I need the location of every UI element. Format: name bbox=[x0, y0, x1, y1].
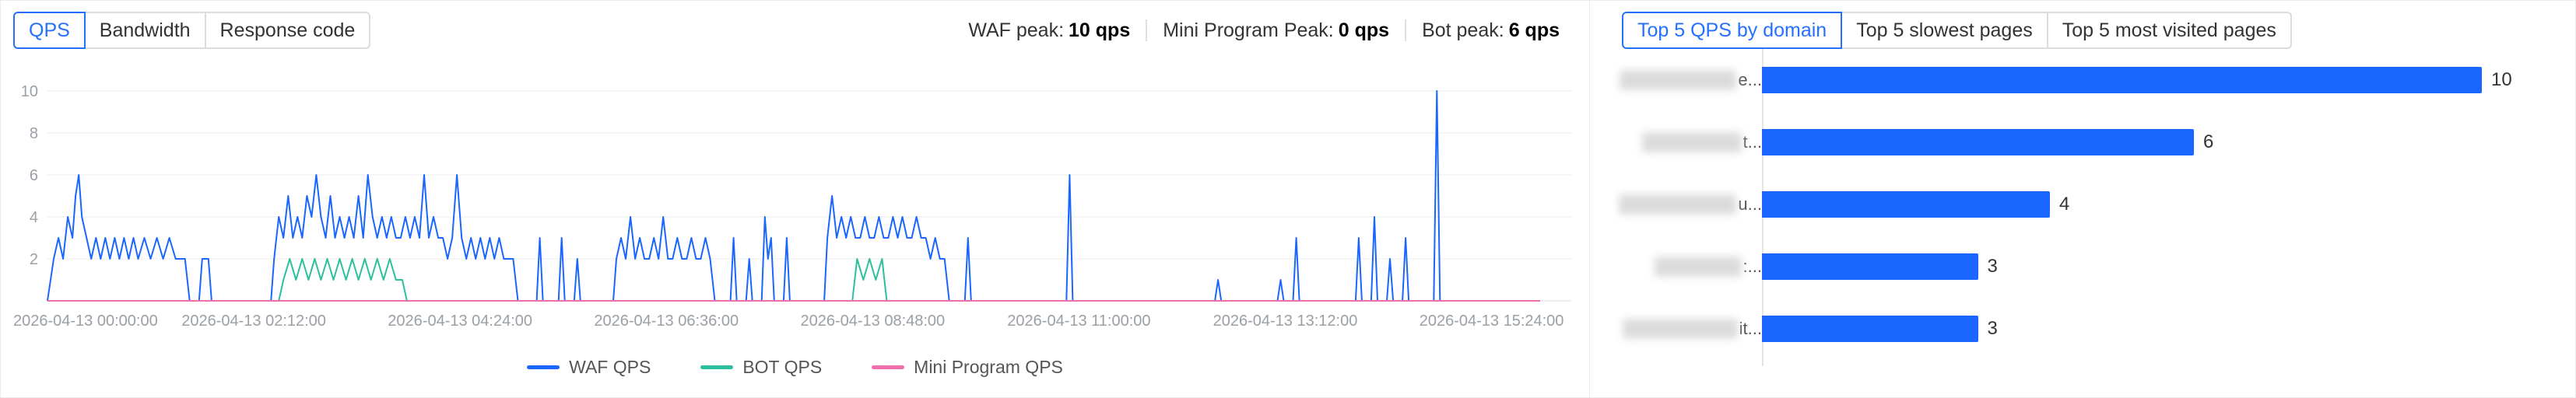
y-tick-label: 8 bbox=[30, 125, 38, 142]
peak-stats: WAF peak: 10 qps Mini Program Peak: 0 qp… bbox=[968, 19, 1560, 42]
domain-label: it... bbox=[1619, 319, 1762, 339]
bar-row: it... 3 bbox=[1619, 298, 2553, 360]
bar-row: u... 4 bbox=[1619, 173, 2553, 236]
tab-bandwidth[interactable]: Bandwidth bbox=[83, 12, 206, 49]
legend-item-bot-qps[interactable]: BOT QPS bbox=[700, 357, 822, 378]
x-tick-label: 2026-04-13 06:36:00 bbox=[594, 312, 739, 330]
domain-label-suffix: it... bbox=[1739, 319, 1762, 338]
legend-label-waf: WAF QPS bbox=[569, 357, 651, 377]
qps-line-chart[interactable]: 2 4 6 8 10 2026-04-13 00:00:00 2026-04-13 02:1… bbox=[12, 75, 1579, 355]
legend-label-mini-program: Mini Program QPS bbox=[914, 357, 1063, 377]
domain-label-suffix: :... bbox=[1742, 257, 1762, 276]
domain-label-suffix: e... bbox=[1738, 70, 1762, 89]
bar-value-label: 3 bbox=[1987, 256, 1998, 277]
legend-label-bot: BOT QPS bbox=[742, 357, 823, 377]
tab-top5-most-visited-pages[interactable]: Top 5 most visited pages bbox=[2046, 12, 2292, 49]
x-tick-label: 2026-04-13 00:00:00 bbox=[13, 312, 158, 330]
domain-label: t... bbox=[1619, 132, 1762, 152]
bot-peak-label: Bot peak: bbox=[1422, 19, 1504, 41]
top5-panel: Top 5 QPS by domain Top 5 slowest pages … bbox=[1591, 1, 2575, 397]
bot-peak-value: 6 qps bbox=[1508, 19, 1560, 41]
bar-value-label: 4 bbox=[2059, 194, 2070, 215]
series-line-waf-qps[interactable] bbox=[47, 90, 1540, 302]
y-tick-label: 6 bbox=[30, 167, 38, 184]
qps-bar[interactable] bbox=[1762, 191, 2050, 218]
redacted-domain-mask bbox=[1641, 132, 1742, 152]
domain-label-suffix: u... bbox=[1738, 194, 1762, 214]
redacted-domain-mask bbox=[1620, 70, 1737, 90]
x-tick-label: 2026-04-13 02:12:00 bbox=[181, 312, 326, 330]
bar-area: 10 bbox=[1762, 67, 2553, 93]
qps-bar[interactable] bbox=[1762, 253, 1978, 280]
y-tick-label: 10 bbox=[21, 83, 38, 100]
qps-bar[interactable] bbox=[1762, 129, 2194, 155]
redacted-domain-mask bbox=[1619, 194, 1737, 215]
domain-label-suffix: t... bbox=[1742, 132, 1762, 152]
bar-row: e... 10 bbox=[1619, 49, 2553, 111]
qps-bar[interactable] bbox=[1762, 67, 2482, 93]
top5-header-row: Top 5 QPS by domain Top 5 slowest pages … bbox=[1622, 12, 2292, 49]
tab-qps[interactable]: QPS bbox=[13, 12, 86, 49]
domain-bar-chart: e... 10 t... 6 u... 4:... 3 it... 3 bbox=[1619, 49, 2553, 360]
legend-item-mini-program-qps[interactable]: Mini Program QPS bbox=[872, 357, 1063, 378]
bar-value-label: 3 bbox=[1987, 318, 1998, 339]
redacted-domain-mask bbox=[1622, 319, 1738, 339]
chart-legend: WAF QPS BOT QPS Mini Program QPS bbox=[1, 357, 1589, 378]
x-tick-label: 2026-04-13 08:48:00 bbox=[800, 312, 945, 330]
domain-label: :... bbox=[1619, 257, 1762, 277]
bar-area: 3 bbox=[1762, 253, 2553, 280]
mini-program-peak-label: Mini Program Peak: bbox=[1163, 19, 1334, 41]
x-tick-label: 2026-04-13 04:24:00 bbox=[388, 312, 532, 330]
qps-header-row: QPS Bandwidth Response code WAF peak: 10… bbox=[13, 12, 1560, 49]
legend-item-waf-qps[interactable]: WAF QPS bbox=[527, 357, 651, 378]
bar-value-label: 10 bbox=[2491, 69, 2512, 90]
waf-peak-value: 10 qps bbox=[1069, 19, 1131, 41]
x-tick-label: 2026-04-13 11:00:00 bbox=[1007, 312, 1150, 330]
qps-bar[interactable] bbox=[1762, 316, 1978, 342]
tab-response-code[interactable]: Response code bbox=[204, 12, 371, 49]
bar-area: 6 bbox=[1762, 129, 2553, 155]
y-tick-label: 4 bbox=[30, 209, 38, 226]
qps-panel: QPS Bandwidth Response code WAF peak: 10… bbox=[1, 1, 1590, 397]
legend-swatch-waf bbox=[527, 365, 560, 369]
legend-swatch-mini-program bbox=[872, 365, 905, 369]
legend-swatch-bot bbox=[700, 365, 734, 369]
waf-peak-label: WAF peak: bbox=[968, 19, 1065, 41]
bar-row: t... 6 bbox=[1619, 111, 2553, 173]
redacted-domain-mask bbox=[1654, 257, 1742, 277]
metric-tab-group: QPS Bandwidth Response code bbox=[13, 12, 371, 49]
bar-area: 3 bbox=[1762, 316, 2553, 342]
separator bbox=[1146, 19, 1148, 41]
tab-top5-qps-by-domain[interactable]: Top 5 QPS by domain bbox=[1622, 12, 1843, 49]
y-tick-label: 2 bbox=[30, 251, 38, 268]
x-tick-label: 2026-04-13 15:24:00 bbox=[1420, 312, 1564, 330]
series-line-bot-qps[interactable] bbox=[47, 258, 1540, 302]
bar-area: 4 bbox=[1762, 191, 2553, 218]
mini-program-peak-value: 0 qps bbox=[1338, 19, 1390, 41]
domain-label: e... bbox=[1619, 70, 1762, 90]
bar-row: :... 3 bbox=[1619, 236, 2553, 298]
tab-top5-slowest-pages[interactable]: Top 5 slowest pages bbox=[1841, 12, 2048, 49]
bar-value-label: 6 bbox=[2203, 131, 2214, 152]
separator bbox=[1405, 19, 1407, 41]
x-tick-label: 2026-04-13 13:12:00 bbox=[1213, 312, 1358, 330]
top5-tab-group: Top 5 QPS by domain Top 5 slowest pages … bbox=[1622, 12, 2292, 49]
domain-label: u... bbox=[1619, 194, 1762, 215]
